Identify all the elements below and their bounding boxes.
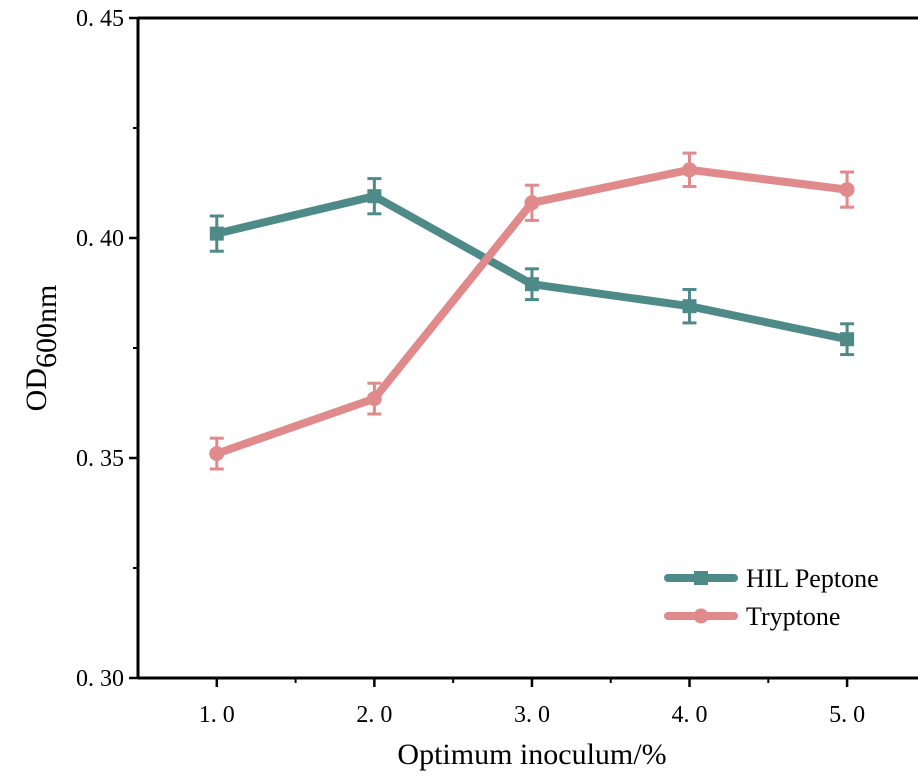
y-axis-title: OD600nm [20, 285, 63, 412]
y-tick-label: 0. 30 [76, 666, 124, 692]
data-point [367, 189, 382, 204]
data-point [524, 195, 540, 211]
x-tick-label: 1. 0 [199, 702, 235, 728]
data-point [839, 182, 855, 198]
y-tick-label: 0. 40 [76, 226, 124, 252]
legend-marker [693, 608, 709, 624]
legend-item-1: HIL Peptone [664, 564, 879, 593]
data-point [682, 299, 697, 314]
series-1 [209, 177, 855, 357]
x-axis-title: Optimum inoculum/% [397, 738, 666, 771]
series-2 [209, 151, 855, 471]
legend-label: Tryptone [746, 602, 840, 631]
series-layer [209, 151, 855, 471]
y-axis-title-main: OD [20, 368, 53, 411]
data-point [366, 391, 382, 407]
x-tick-label: 5. 0 [829, 702, 865, 728]
data-point [682, 162, 698, 178]
x-tick-label: 4. 0 [672, 702, 708, 728]
y-tick-label: 0. 45 [76, 6, 124, 32]
y-tick-label: 0. 35 [76, 446, 124, 472]
data-point [209, 446, 225, 462]
legend-item-2: Tryptone [664, 602, 840, 631]
data-point [524, 277, 539, 292]
legend: HIL Peptone Tryptone [664, 564, 879, 631]
legend-marker [694, 571, 708, 585]
data-point [209, 226, 224, 241]
data-point [840, 332, 855, 347]
x-tick-label: 2. 0 [356, 702, 392, 728]
legend-label: HIL Peptone [746, 564, 879, 593]
x-tick-label: 3. 0 [514, 702, 550, 728]
y-axis-title-subscript: 600nm [30, 285, 63, 368]
ticks: 0. 30 0. 35 0. 40 0. 45 1. 0 2. 0 3. 0 4. 0 5. 0 [76, 6, 865, 728]
